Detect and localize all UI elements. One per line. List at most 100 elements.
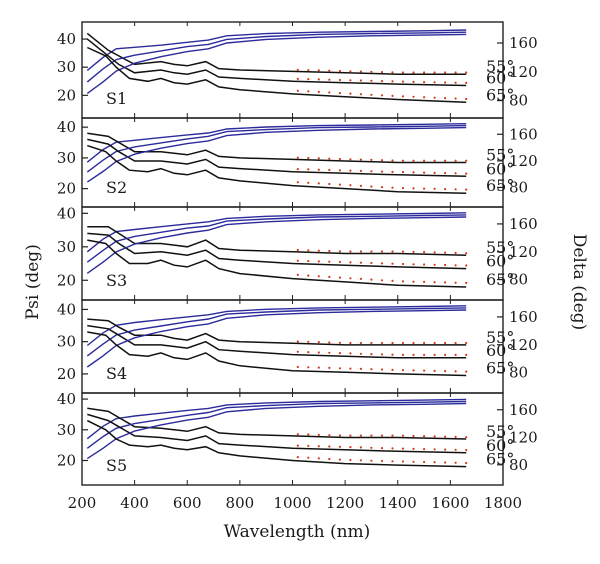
measured-point (401, 434, 405, 437)
psi-tick-label: 20 (57, 271, 76, 289)
measured-point (349, 352, 352, 355)
psi-tick-label: 20 (57, 180, 76, 198)
measured-point (317, 341, 320, 344)
measured-point (401, 171, 405, 174)
measured-point (423, 159, 426, 162)
measured-point (433, 159, 436, 162)
measured-point (370, 341, 373, 345)
measured-point (380, 71, 384, 74)
measured-point (401, 460, 405, 463)
measured-point (317, 275, 320, 278)
angle-label: 60° (486, 69, 514, 88)
panel-s4: 20 30 40 80 120 160 55°60°65° S4 (57, 299, 538, 394)
measured-point (359, 446, 362, 449)
measured-point (444, 172, 447, 175)
measured-point (370, 79, 373, 82)
measured-point (317, 69, 320, 72)
measured-point (317, 351, 320, 354)
measured-point (296, 273, 299, 276)
measured-point (380, 186, 384, 189)
measured-point (338, 434, 341, 437)
angle-label: 55° (486, 146, 514, 165)
measured-point (359, 434, 362, 437)
measured-point (444, 435, 447, 438)
psi-tick-label: 40 (57, 390, 76, 408)
measured-point (338, 169, 341, 172)
measured-point (380, 94, 384, 97)
measured-point (317, 445, 320, 448)
measured-point (401, 369, 405, 372)
measured-point (349, 70, 352, 73)
measured-point (307, 156, 310, 160)
measured-point (454, 264, 457, 267)
measured-point (359, 169, 362, 173)
x-tick-label: 600 (173, 494, 202, 512)
measured-point (433, 171, 436, 174)
measured-point (317, 366, 320, 369)
psi-tick-label: 40 (57, 204, 76, 222)
measured-point (349, 446, 352, 449)
measured-point (349, 250, 352, 253)
measured-point (380, 341, 384, 345)
measured-point (370, 70, 373, 73)
measured-point (359, 184, 362, 187)
angle-label: 60° (486, 159, 514, 178)
measured-point (391, 262, 394, 265)
angle-label: 65° (486, 450, 514, 469)
angle-label: 65° (486, 359, 514, 378)
measured-point (328, 434, 331, 437)
measured-point (454, 435, 457, 438)
measured-point (359, 261, 362, 264)
measured-point (391, 250, 394, 253)
measured-point (401, 80, 405, 83)
measured-point (359, 352, 362, 355)
measured-point (380, 80, 384, 83)
psi-tick-label: 30 (57, 238, 76, 256)
measured-point (296, 248, 299, 252)
measured-point (444, 251, 447, 254)
measured-point (465, 172, 468, 175)
measured-point (401, 447, 405, 450)
measured-point (465, 353, 468, 356)
psi-line-65 (86, 419, 467, 468)
measured-point (359, 277, 362, 280)
psi-tick-label: 30 (57, 58, 76, 76)
measured-point (454, 81, 457, 84)
measured-point (338, 341, 341, 344)
psi-line-55 (87, 407, 467, 440)
measured-point (370, 185, 373, 188)
measured-point (296, 365, 299, 369)
measured-point (328, 260, 331, 263)
psi-tick-label: 20 (57, 365, 76, 383)
measured-point (423, 435, 426, 438)
measured-point (423, 96, 426, 99)
measured-point (423, 187, 426, 190)
measured-point (412, 369, 415, 372)
measured-point (328, 91, 331, 94)
measured-point (391, 94, 394, 97)
psi-line-55 (87, 318, 467, 346)
delta-tick-label: 80 (509, 364, 528, 382)
measured-point (359, 93, 362, 96)
measured-point (423, 71, 426, 74)
measured-point (412, 250, 415, 253)
measured-point (391, 186, 394, 189)
measured-point (465, 188, 468, 191)
measured-point (433, 281, 436, 284)
psi-tick-label: 40 (57, 300, 76, 318)
measured-point (307, 456, 310, 459)
measured-point (380, 368, 384, 371)
measured-point (370, 446, 373, 449)
measured-point (454, 370, 457, 373)
measured-point (349, 184, 352, 187)
measured-point (296, 156, 299, 159)
x-tick-label: 1000 (273, 494, 311, 512)
delta-line-65 (86, 126, 467, 183)
measured-point (338, 260, 341, 264)
psi-line-60 (87, 232, 467, 270)
delta-tick-label: 80 (509, 271, 528, 289)
measured-point (454, 341, 457, 345)
delta-line-60 (86, 31, 467, 83)
measured-point (412, 353, 415, 356)
measured-point (296, 77, 299, 80)
